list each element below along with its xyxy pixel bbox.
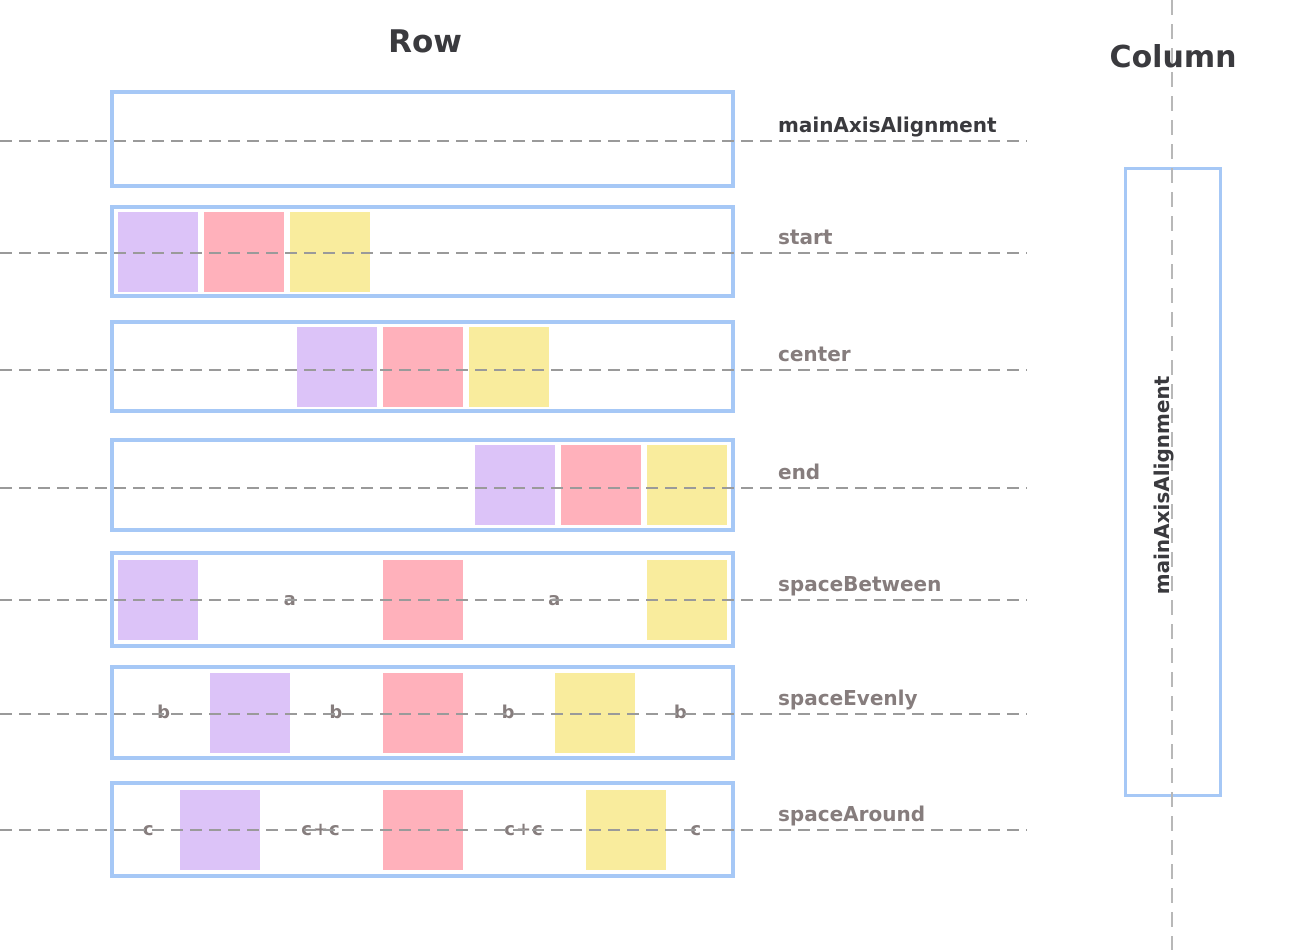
row-axis-dashed-line	[0, 599, 1027, 601]
square-pink	[382, 672, 463, 753]
row-box-start	[110, 205, 735, 298]
column-axis-dashed-line	[1171, 0, 1173, 950]
square-purple	[118, 211, 198, 292]
row-box-content	[114, 209, 731, 294]
row-axis-dashed-line	[0, 713, 1027, 715]
row-label-end: end	[778, 460, 821, 484]
square-yellow	[290, 211, 370, 292]
column-box	[1124, 167, 1222, 797]
gap-label: b	[118, 702, 210, 723]
row-label-start: start	[778, 225, 833, 249]
row-axis-dashed-line	[0, 829, 1027, 831]
row-axis-dashed-line	[0, 487, 1027, 489]
square-yellow	[647, 445, 727, 525]
gap-label: b	[635, 702, 727, 723]
row-box-content	[114, 324, 731, 409]
row-label-spacebetween: spaceBetween	[778, 572, 942, 596]
row-section-title: Row	[388, 24, 462, 60]
row-label-spacearound: spaceAround	[778, 802, 926, 826]
square-pink	[204, 211, 284, 292]
square-purple	[296, 326, 377, 407]
square-pink	[382, 326, 463, 407]
row-box-center	[110, 320, 735, 413]
row-axis-dashed-line	[0, 369, 1027, 371]
row-axis-dashed-line	[0, 252, 1027, 254]
gap-label: b	[290, 702, 382, 723]
row-label-center: center	[778, 342, 851, 366]
row-box-mainaxisalignment	[110, 90, 735, 188]
gap-label: b	[463, 702, 555, 723]
square-yellow	[468, 326, 549, 407]
row-box-end	[110, 438, 735, 532]
square-pink	[561, 445, 641, 525]
square-purple	[475, 445, 555, 525]
square-purple	[210, 672, 291, 753]
row-box-spaceevenly: bbbb	[110, 665, 735, 760]
column-section-title: Column	[1109, 40, 1237, 75]
row-box-content	[114, 442, 731, 528]
row-box-content: bbbb	[114, 669, 731, 756]
row-label-spaceevenly: spaceEvenly	[778, 686, 918, 710]
row-axis-dashed-line	[0, 140, 1027, 142]
column-main-axis-label: mainAxisAlignment	[1150, 375, 1174, 595]
row-label-mainaxisalignment: mainAxisAlignment	[778, 113, 997, 137]
square-yellow	[554, 672, 635, 753]
row-box-content	[114, 94, 731, 184]
